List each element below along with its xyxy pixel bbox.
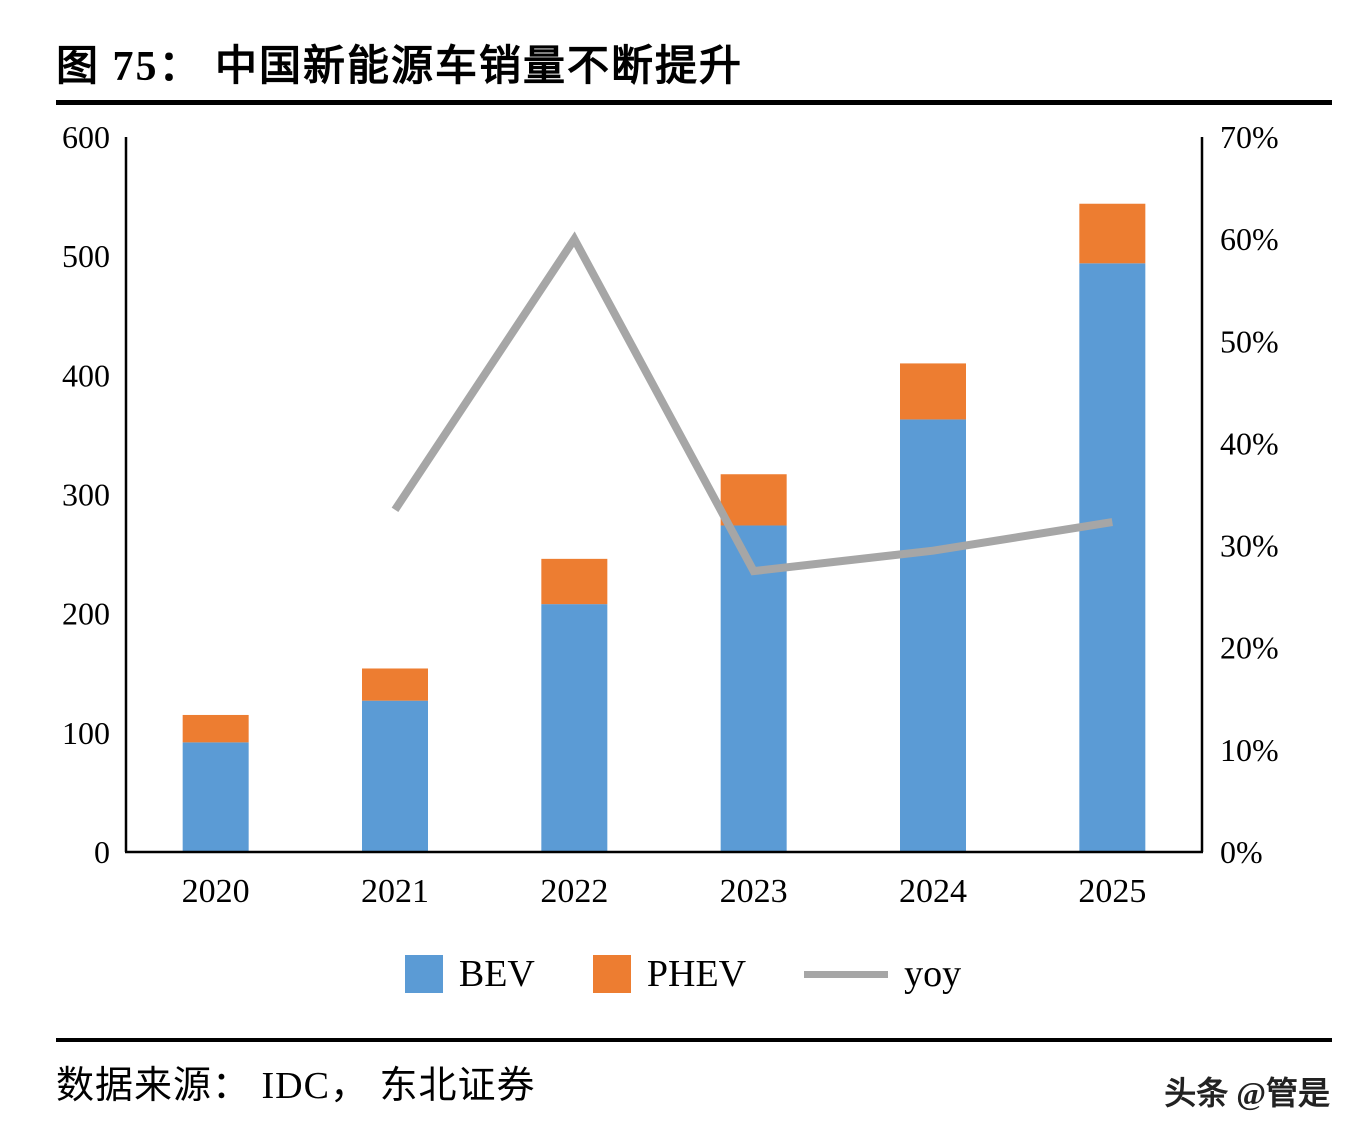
x-axis-tick-2022: 2022: [540, 873, 608, 910]
left-axis-tick-0: 0: [94, 834, 110, 870]
x-axis-tick-2024: 2024: [899, 873, 967, 910]
left-axis-tick-500: 500: [62, 238, 110, 274]
right-axis-tick-70%: 70%: [1220, 119, 1279, 155]
legend-item-phev: PHEV: [592, 952, 747, 996]
bar-bev-2021: [362, 700, 428, 852]
x-axis-tick-2025: 2025: [1078, 873, 1146, 910]
title-divider: [56, 100, 1332, 105]
nev-sales-stacked-bar-chart: 0 100 200 300 400 500 600 0% 10% 20% 30% 40% 50% 60% 7…: [62, 119, 1279, 910]
bar-bev-2023: [720, 525, 787, 852]
left-axis-tick-300: 300: [62, 477, 110, 513]
right-axis-tick-40%: 40%: [1220, 425, 1279, 461]
right-axis-tick-50%: 50%: [1220, 323, 1279, 359]
bar-bev-2024: [900, 419, 966, 852]
legend-line-yoy: [804, 970, 889, 978]
legend-swatch-phev: [592, 955, 631, 993]
source-note: 数据来源： IDC， 东北证券: [56, 1065, 536, 1107]
bar-phev-2025: [1079, 203, 1146, 264]
legend-label-bev: BEV: [458, 953, 535, 995]
bar-phev-2021: [362, 668, 428, 701]
bar-phev-2022: [541, 558, 608, 605]
left-axis-tick-100: 100: [62, 715, 110, 751]
bar-phev-2024: [900, 363, 966, 420]
right-axis-tick-20%: 20%: [1220, 630, 1279, 666]
footer-divider: [56, 1038, 1332, 1042]
left-axis-tick-400: 400: [62, 357, 110, 393]
right-axis-tick-10%: 10%: [1220, 732, 1279, 768]
bar-bev-2022: [541, 604, 608, 852]
left-axis-tick-600: 600: [62, 119, 110, 155]
right-axis-tick-30%: 30%: [1220, 528, 1279, 564]
chart-legend: BEV PHEV yoy: [0, 952, 1366, 996]
bar-phev-2020: [182, 714, 249, 743]
legend-label-phev: PHEV: [646, 953, 747, 995]
page-title: 图 75： 中国新能源车销量不断提升: [56, 44, 744, 90]
yoy-line: [391, 231, 1113, 576]
bar-bev-2020: [182, 742, 249, 852]
legend-swatch-bev: [404, 955, 443, 993]
x-axis-tick-2021: 2021: [361, 873, 429, 910]
watermark: 头条 @管是: [1164, 1075, 1330, 1111]
bar-phev-2023: [720, 474, 787, 526]
x-axis-tick-2020: 2020: [182, 873, 250, 910]
legend-label-yoy: yoy: [904, 953, 962, 995]
legend-item-bev: BEV: [404, 952, 535, 996]
bar-bev-2025: [1079, 263, 1146, 852]
right-axis-tick-0%: 0%: [1220, 834, 1263, 870]
right-axis-tick-60%: 60%: [1220, 221, 1279, 257]
legend-item-yoy: yoy: [804, 952, 961, 996]
left-axis-tick-200: 200: [62, 596, 110, 632]
x-axis-tick-2023: 2023: [720, 873, 788, 910]
